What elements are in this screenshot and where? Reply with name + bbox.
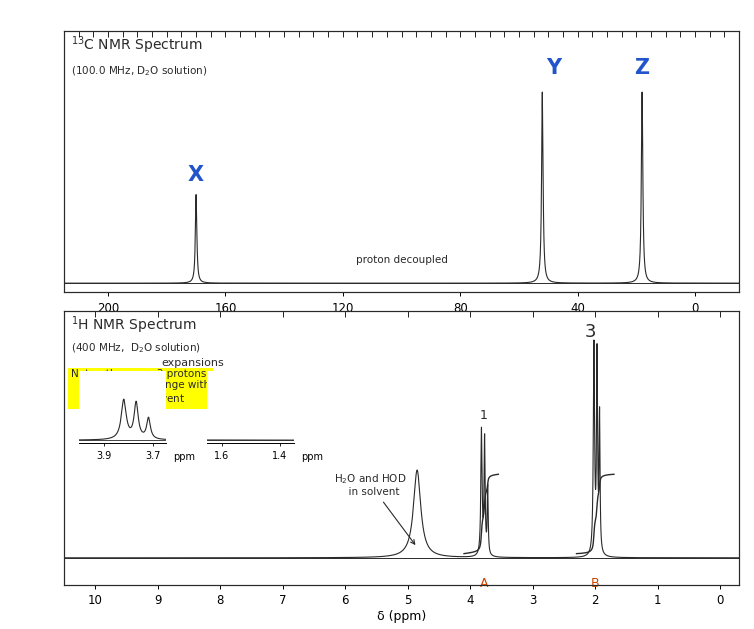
Text: proton decoupled: proton decoupled (356, 255, 447, 265)
Text: ppm: ppm (301, 452, 323, 462)
Text: ppm: ppm (173, 452, 195, 462)
Text: 1: 1 (480, 409, 488, 422)
Text: (400 MHz,  D$_2$O solution): (400 MHz, D$_2$O solution) (71, 342, 201, 355)
X-axis label: δ (ppm): δ (ppm) (377, 317, 426, 330)
Text: $^{13}$C NMR Spectrum: $^{13}$C NMR Spectrum (71, 34, 202, 55)
Text: B: B (591, 577, 599, 589)
Text: $^1$H NMR Spectrum: $^1$H NMR Spectrum (71, 314, 197, 336)
Text: 3: 3 (584, 323, 596, 340)
Text: X: X (188, 165, 204, 186)
Text: expansions: expansions (161, 358, 224, 368)
Text: H$_2$O and HOD
  in solvent: H$_2$O and HOD in solvent (334, 472, 415, 544)
Text: (100.0 MHz, D$_2$O solution): (100.0 MHz, D$_2$O solution) (71, 64, 207, 77)
X-axis label: δ (ppm): δ (ppm) (377, 610, 426, 623)
Text: Y: Y (547, 58, 562, 78)
Text: Note:  there are 3 protons
         which exchange with
         the D$_2$O solv: Note: there are 3 protons which exchange… (71, 369, 210, 406)
Text: Z: Z (635, 58, 650, 78)
Text: A: A (480, 577, 489, 589)
